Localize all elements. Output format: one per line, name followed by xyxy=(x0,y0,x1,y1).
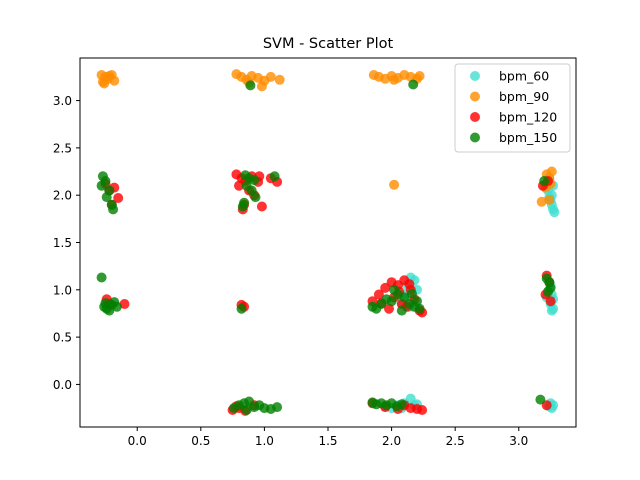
point-bpm_150-24 xyxy=(245,80,256,91)
y-tick-label: 1.0 xyxy=(53,283,72,297)
point-bpm_90-5 xyxy=(99,78,110,89)
y-tick-label: 1.5 xyxy=(53,236,72,250)
point-bpm_150-20 xyxy=(250,192,261,203)
plot-points xyxy=(96,69,560,416)
point-bpm_90-7 xyxy=(104,71,115,81)
point-bpm_90-34 xyxy=(544,194,555,205)
x-axis: 0.0 0.5 1.0 1.5 2.0 2.5 3.0 xyxy=(128,427,528,448)
point-bpm_150-46 xyxy=(535,394,546,405)
x-tick-label: 2.0 xyxy=(382,434,401,448)
point-bpm_90-31 xyxy=(546,166,557,177)
point-bpm_90-26 xyxy=(414,71,425,81)
point-bpm_120-36 xyxy=(384,303,394,314)
point-bpm_90-15 xyxy=(274,74,285,85)
y-tick-label: 3.0 xyxy=(53,94,72,108)
point-bpm_150-22 xyxy=(237,201,248,212)
x-tick-label: 3.0 xyxy=(509,434,528,448)
point-bpm_120-44 xyxy=(545,296,556,307)
x-tick-label: 2.5 xyxy=(446,434,465,448)
point-bpm_120-18 xyxy=(256,201,267,212)
legend-label-bpm_60: bpm_60 xyxy=(499,69,549,84)
legend: bpm_60 bpm_90 bpm_120 bpm_150 xyxy=(454,63,571,153)
series-bpm_150 xyxy=(96,79,556,415)
legend-label-bpm_120: bpm_120 xyxy=(499,110,557,125)
point-bpm_150-2 xyxy=(96,180,107,191)
point-bpm_150-12 xyxy=(104,305,115,316)
legend-marker-bpm_60 xyxy=(470,71,480,81)
legend-box xyxy=(454,63,571,153)
point-bpm_150-14 xyxy=(100,298,111,309)
y-tick-label: 2.0 xyxy=(53,189,72,203)
point-bpm_60-24 xyxy=(546,305,557,316)
point-bpm_90-14 xyxy=(265,71,276,82)
point-bpm_150-23 xyxy=(269,171,280,182)
point-bpm_150-17 xyxy=(249,175,260,186)
point-bpm_120-59 xyxy=(417,405,428,415)
x-tick-label: 0.5 xyxy=(191,434,210,448)
series-bpm_120 xyxy=(100,169,556,416)
point-bpm_120-13 xyxy=(234,180,244,191)
x-tick-label: 1.5 xyxy=(318,434,337,448)
x-tick-label: 1.0 xyxy=(255,434,274,448)
point-bpm_150-39 xyxy=(406,288,417,299)
point-bpm_150-55 xyxy=(272,402,283,413)
point-bpm_150-45 xyxy=(543,286,553,297)
y-tick-label: 0.5 xyxy=(53,331,72,345)
point-bpm_90-16 xyxy=(256,81,267,92)
point-bpm_150-40 xyxy=(408,79,419,90)
legend-marker-bpm_120 xyxy=(470,112,480,122)
point-bpm_150-38 xyxy=(389,284,400,295)
point-bpm_150-25 xyxy=(236,303,247,314)
point-bpm_150-63 xyxy=(396,399,407,410)
point-bpm_120-7 xyxy=(119,299,130,309)
point-bpm_120-25 xyxy=(373,289,384,300)
point-bpm_150-6 xyxy=(108,204,119,215)
point-bpm_60-15 xyxy=(549,207,560,218)
point-bpm_120-38 xyxy=(404,279,415,290)
point-bpm_90-28 xyxy=(389,179,400,190)
y-axis: 0.0 0.5 1.0 1.5 2.0 2.5 3.0 xyxy=(53,94,80,392)
legend-label-bpm_90: bpm_90 xyxy=(499,89,549,104)
point-bpm_150-4 xyxy=(101,192,112,203)
point-bpm_150-30 xyxy=(386,296,397,307)
point-bpm_90-27 xyxy=(389,74,400,85)
point-bpm_150-37 xyxy=(396,305,407,316)
point-bpm_150-7 xyxy=(96,272,107,283)
chart-title: SVM - Scatter Plot xyxy=(263,36,394,52)
x-tick-label: 0.0 xyxy=(128,434,147,448)
point-bpm_120-2 xyxy=(113,193,124,203)
point-bpm_150-36 xyxy=(414,303,425,314)
y-tick-label: 2.5 xyxy=(53,141,72,155)
point-bpm_150-35 xyxy=(412,296,422,307)
y-tick-label: 0.0 xyxy=(53,378,72,392)
legend-marker-bpm_150 xyxy=(470,132,480,143)
legend-label-bpm_150: bpm_150 xyxy=(499,130,557,145)
series-bpm_90 xyxy=(96,69,557,207)
point-bpm_90-33 xyxy=(536,196,547,207)
legend-marker-bpm_90 xyxy=(470,91,480,102)
point-bpm_120-26 xyxy=(380,282,391,293)
point-bpm_150-56 xyxy=(241,405,252,415)
point-bpm_150-13 xyxy=(111,301,122,312)
point-bpm_150-41 xyxy=(539,176,550,186)
